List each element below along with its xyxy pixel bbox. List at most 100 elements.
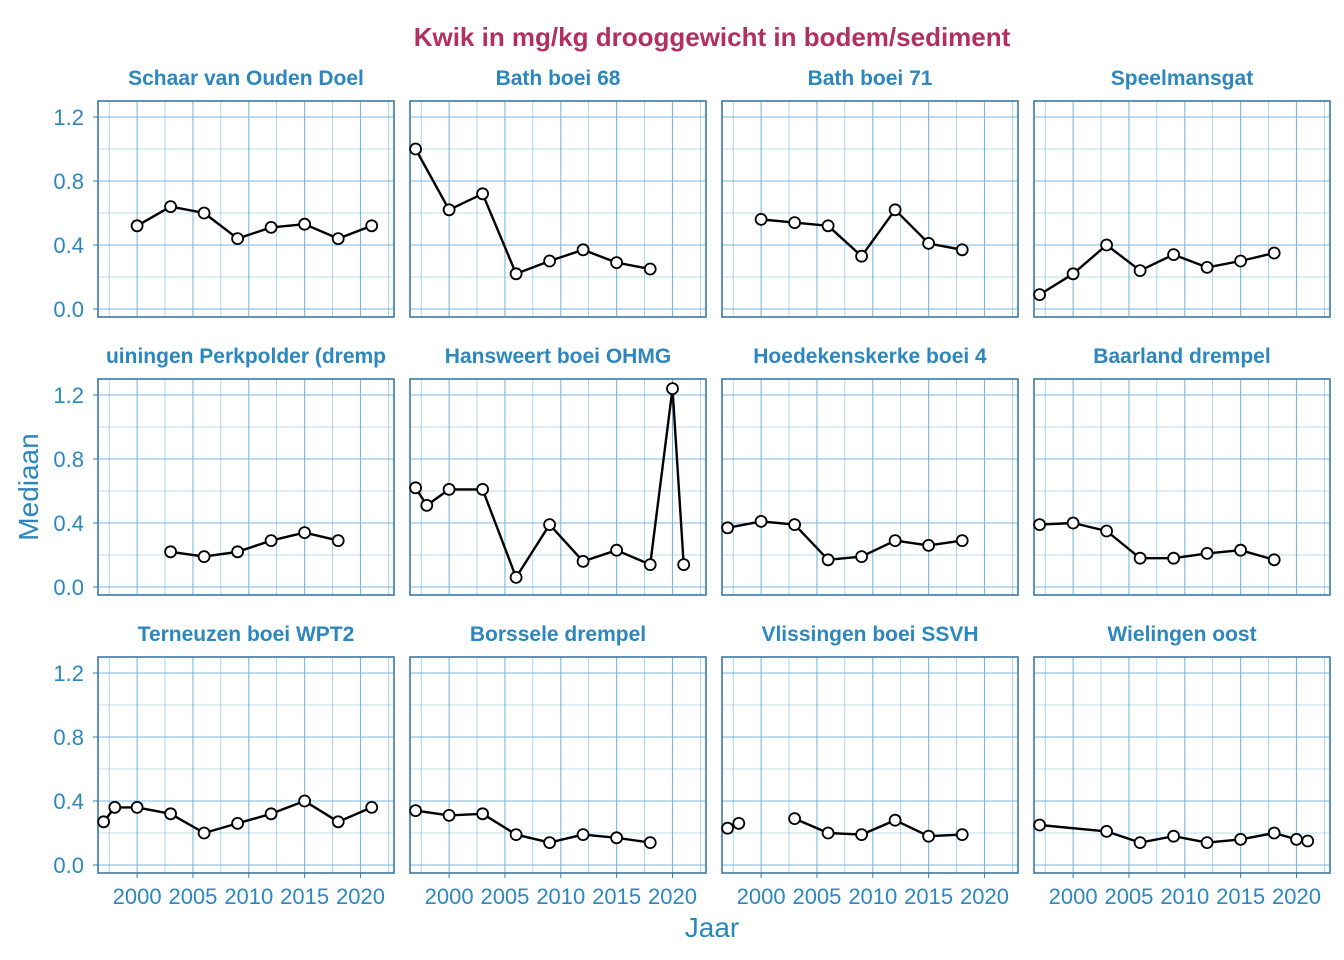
y-tick-label: 0.0	[53, 575, 84, 600]
data-point	[442, 482, 456, 496]
data-point	[643, 262, 657, 276]
data-point	[164, 545, 178, 559]
data-point	[754, 515, 768, 528]
facet-title: Vlissingen boei SSVH	[761, 623, 978, 646]
facet-panel: Borssele drempel 2000 2005 2010 2015 2020	[409, 623, 707, 909]
data-point	[331, 534, 345, 547]
facet-panel: Vlissingen boei SSVH 2000 2005 2010 2015 2020	[721, 623, 1019, 909]
data-point	[955, 243, 969, 257]
data-point	[1100, 825, 1113, 838]
data-point	[442, 809, 456, 822]
data-point	[264, 807, 278, 821]
data-point	[610, 256, 623, 270]
facet-title: Terneuzen boei WPT2	[138, 623, 355, 646]
x-tick-label: 2000	[1049, 884, 1098, 909]
data-point	[164, 200, 178, 214]
x-tick-label: 2015	[904, 884, 953, 909]
data-point	[888, 203, 902, 217]
data-point	[922, 236, 935, 250]
data-point	[409, 804, 423, 817]
data-point	[331, 232, 345, 246]
data-point	[922, 539, 935, 552]
y-tick-label: 0.8	[53, 169, 84, 194]
data-point	[1100, 524, 1113, 538]
data-point	[788, 518, 801, 531]
y-tick-label: 0.8	[53, 447, 84, 472]
data-point	[365, 219, 379, 233]
data-point	[955, 828, 969, 841]
data-point	[97, 815, 110, 829]
data-point	[1066, 267, 1080, 281]
x-tick-label: 2010	[536, 884, 585, 909]
data-point	[788, 812, 801, 825]
data-point	[1133, 836, 1147, 849]
facet-panel: uiningen Perkpolder (dremp 0.0 0.4 0.8 1.2	[53, 345, 395, 600]
series-line	[414, 387, 685, 579]
data-point	[855, 249, 868, 263]
data-point	[855, 828, 868, 841]
data-point	[666, 382, 679, 396]
data-point	[1234, 833, 1247, 846]
y-tick-label: 0.4	[53, 233, 84, 258]
facet-title: Borssele drempel	[470, 623, 646, 646]
data-point	[610, 543, 623, 557]
data-point	[476, 187, 490, 201]
facet-panel: Hansweert boei OHMG	[409, 345, 707, 596]
series-line	[794, 817, 963, 838]
data-point	[1267, 826, 1281, 840]
data-point	[888, 534, 902, 547]
y-tick-label: 1.2	[53, 661, 84, 686]
data-point	[1267, 246, 1281, 260]
x-tick-label: 2005	[480, 884, 529, 909]
data-point	[576, 828, 590, 841]
panel-border	[97, 656, 395, 874]
x-tick-label: 2010	[224, 884, 273, 909]
data-point	[732, 817, 746, 830]
series-line	[760, 208, 963, 258]
x-tick-label: 2005	[792, 884, 841, 909]
panel-border	[1033, 100, 1331, 318]
data-point	[576, 555, 590, 568]
data-point	[643, 558, 657, 571]
facet-title: Hansweert boei OHMG	[445, 345, 671, 368]
data-point	[821, 826, 835, 840]
data-point	[509, 267, 523, 281]
x-tick-label: 2015	[1216, 884, 1265, 909]
facet-panel: Baarland drempel	[1033, 345, 1331, 596]
facet-panel: Schaar van Ouden Doel 0.0 0.4 0.8 1.2	[53, 67, 395, 322]
data-point	[1167, 551, 1180, 565]
data-point	[543, 518, 556, 531]
panel-border	[721, 378, 1019, 596]
data-point	[130, 801, 144, 814]
y-tick-label: 0.8	[53, 725, 84, 750]
x-tick-label: 2015	[592, 884, 641, 909]
data-point	[231, 545, 245, 559]
data-point	[231, 817, 245, 830]
data-point	[476, 482, 490, 496]
data-point	[1167, 248, 1180, 262]
data-point	[821, 553, 835, 567]
facet-title: Hoedekenskerke boei 4	[753, 345, 987, 368]
data-point	[442, 203, 456, 217]
data-point	[331, 815, 345, 829]
data-point	[1066, 516, 1080, 530]
x-tick-label: 2020	[960, 884, 1009, 909]
facet-panel: Terneuzen boei WPT2 0.0 0.4 0.8 1.2 2000 2005 2…	[53, 623, 395, 909]
data-point	[643, 836, 657, 849]
y-tick-label: 1.2	[53, 105, 84, 130]
data-point	[365, 801, 379, 814]
facet-title: Speelmansgat	[1111, 67, 1253, 90]
chart-title: Kwik in mg/kg drooggewicht in bodem/sedi…	[414, 22, 1011, 52]
data-point	[1200, 260, 1214, 274]
facet-panel: Hoedekenskerke boei 4	[721, 345, 1019, 596]
data-point	[1167, 829, 1180, 843]
data-point	[264, 534, 278, 547]
data-point	[1100, 238, 1113, 252]
data-point	[1133, 264, 1147, 278]
facet-title: Wielingen oost	[1107, 623, 1256, 646]
data-point	[409, 142, 423, 156]
data-point	[1033, 288, 1046, 302]
data-point	[922, 829, 935, 843]
x-tick-label: 2020	[1272, 884, 1321, 909]
